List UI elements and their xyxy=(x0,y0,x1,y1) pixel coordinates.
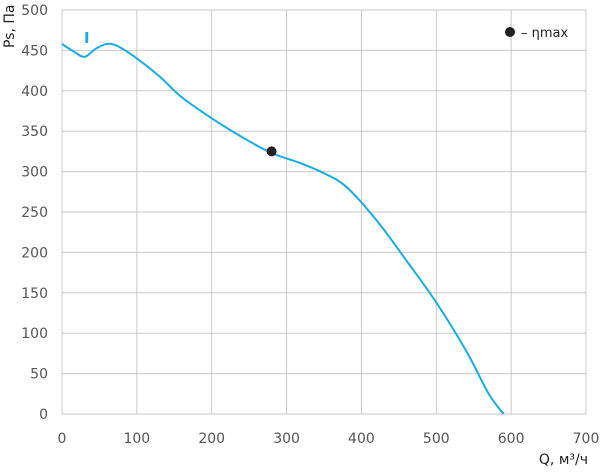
y-tick-label-500: 500 xyxy=(21,3,48,19)
x-tick-label-200: 200 xyxy=(198,431,225,447)
y-tick-label-300: 300 xyxy=(21,165,48,181)
marker-layer xyxy=(266,146,277,157)
y-tick-label-450: 450 xyxy=(21,43,48,59)
eta-max-point-0 xyxy=(266,146,277,157)
x-tick-label-700: 700 xyxy=(573,431,600,447)
x-tick-label-300: 300 xyxy=(273,431,300,447)
x-tick-label-600: 600 xyxy=(498,431,525,447)
x-axis-title: Q, м³/ч xyxy=(539,452,588,468)
x-tick-label-100: 100 xyxy=(123,431,150,447)
x-tick-label-0: 0 xyxy=(58,431,67,447)
legend-label: – ηmax xyxy=(521,26,569,41)
series-label-0: I xyxy=(84,29,90,47)
x-tick-label-500: 500 xyxy=(423,431,450,447)
legend: – ηmax xyxy=(505,26,569,41)
y-axis-title: Ps, Па xyxy=(2,5,18,49)
y-tick-label-0: 0 xyxy=(39,407,48,423)
legend-marker xyxy=(505,27,515,37)
series-layer: I xyxy=(61,29,505,415)
x-tick-label-400: 400 xyxy=(348,431,375,447)
grid xyxy=(61,9,587,415)
y-tick-label-50: 50 xyxy=(30,367,48,383)
y-tick-label-400: 400 xyxy=(21,84,48,100)
y-tick-label-350: 350 xyxy=(21,124,48,140)
y-tick-label-250: 250 xyxy=(21,205,48,221)
x-axis-ticks: 0 100 200 300 400 500 600 700 xyxy=(58,431,600,447)
y-axis-ticks: 0 50 100 150 200 250 300 350 400 450 500 xyxy=(21,3,48,423)
y-tick-label-150: 150 xyxy=(21,286,48,302)
y-tick-label-100: 100 xyxy=(21,326,48,342)
y-tick-label-200: 200 xyxy=(21,245,48,261)
series-line-0 xyxy=(61,42,505,415)
